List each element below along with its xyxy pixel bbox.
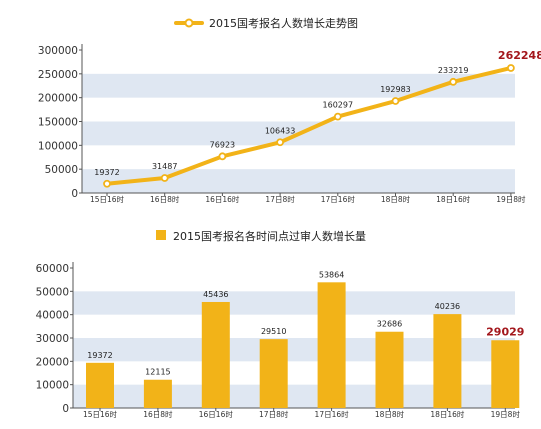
chart-title: 2015国考报名各时间点过审人数增长量 xyxy=(173,229,366,243)
grid-band xyxy=(73,291,515,315)
y-tick-label: 50000 xyxy=(45,164,78,176)
y-tick-label: 20000 xyxy=(36,356,69,368)
grid-band xyxy=(82,169,515,193)
y-tick-label: 150000 xyxy=(38,117,78,129)
data-label: 19372 xyxy=(94,168,119,177)
data-point xyxy=(160,174,169,182)
y-tick-label: 60000 xyxy=(36,263,69,275)
bar xyxy=(317,282,346,408)
legend-bar-swatch xyxy=(156,230,166,240)
data-label-highlight: 262248 xyxy=(498,49,541,62)
x-tick-label: 15日16时 xyxy=(83,409,118,419)
data-label: 192983 xyxy=(380,85,411,94)
x-tick-label: 16日16时 xyxy=(205,194,240,204)
y-tick-label: 40000 xyxy=(36,310,69,322)
x-tick-label: 15日16时 xyxy=(90,194,125,204)
series-line xyxy=(105,65,513,186)
x-tick-label: 18日16时 xyxy=(436,194,471,204)
x-tick-label: 17日16时 xyxy=(315,409,350,419)
chart-title: 2015国考报名人数增长走势图 xyxy=(209,16,358,30)
x-tick-label: 19日8时 xyxy=(496,194,526,204)
bar xyxy=(86,362,114,408)
bar xyxy=(259,339,288,408)
data-label: 40236 xyxy=(435,302,460,311)
grid-band xyxy=(73,338,515,362)
y-tick-label: 0 xyxy=(62,403,69,415)
data-point xyxy=(506,64,515,72)
y-tick-label: 50000 xyxy=(36,286,69,298)
x-tick-label: 19日8时 xyxy=(491,409,521,419)
bar xyxy=(375,331,404,408)
data-label: 12115 xyxy=(145,368,170,377)
y-tick-label: 10000 xyxy=(36,380,69,392)
legend-marker-swatch xyxy=(184,18,194,28)
bar xyxy=(143,379,172,408)
x-tick-label: 17日8时 xyxy=(265,194,295,204)
y-tick-label: 0 xyxy=(71,188,78,200)
data-point xyxy=(449,77,458,86)
data-label: 45436 xyxy=(203,290,228,299)
data-point xyxy=(391,97,400,105)
grid-band xyxy=(82,73,515,98)
y-tick-label: 250000 xyxy=(38,69,78,81)
data-label: 233219 xyxy=(438,66,469,75)
x-tick-label: 18日8时 xyxy=(381,194,411,204)
x-tick-label: 17日8时 xyxy=(259,409,289,419)
data-label: 31487 xyxy=(152,162,177,171)
data-label: 53864 xyxy=(319,270,344,279)
data-point xyxy=(103,179,111,188)
grid-band xyxy=(73,384,515,408)
x-tick-label: 16日8时 xyxy=(143,409,173,419)
data-label: 76923 xyxy=(210,140,235,149)
data-label: 160297 xyxy=(323,101,354,110)
x-tick-label: 17日16时 xyxy=(321,194,356,204)
x-tick-label: 18日8时 xyxy=(375,409,405,419)
bar xyxy=(433,314,462,408)
y-tick-label: 100000 xyxy=(38,140,78,152)
data-point xyxy=(218,152,227,161)
x-tick-label: 16日16时 xyxy=(199,409,234,419)
x-tick-label: 18日16时 xyxy=(430,409,465,419)
x-tick-label: 16日8时 xyxy=(150,194,180,204)
bar xyxy=(491,340,520,408)
y-tick-label: 200000 xyxy=(38,93,78,105)
data-label-highlight: 29029 xyxy=(486,325,524,338)
data-label: 106433 xyxy=(265,126,296,135)
data-label: 29510 xyxy=(261,327,286,336)
y-tick-label: 30000 xyxy=(36,333,69,345)
data-label: 19372 xyxy=(87,351,112,360)
data-label: 32686 xyxy=(377,320,402,329)
y-tick-label: 300000 xyxy=(38,45,78,57)
bar xyxy=(201,301,230,408)
data-point xyxy=(333,112,342,121)
data-point xyxy=(276,138,285,147)
